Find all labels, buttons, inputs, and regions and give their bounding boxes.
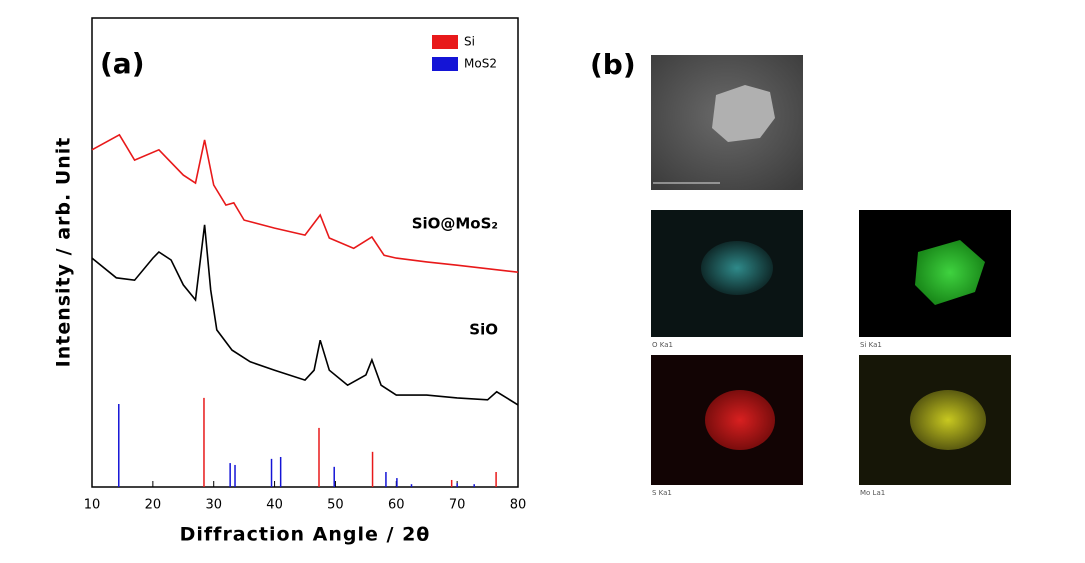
panel-label: (a) [100, 47, 145, 80]
x-tick-label: 20 [145, 498, 162, 513]
particle [712, 85, 775, 142]
panel-b: (b) O Ka1 Si Ka1 S Ka1 Mo La1 [590, 48, 1011, 497]
y-axis-label: Intensity / arb. Unit [53, 137, 75, 368]
legend-label: MoS2 [464, 57, 497, 71]
panel-label: (b) [590, 48, 636, 81]
x-tick-label: 50 [327, 498, 344, 513]
curve-label: SiO@MoS₂ [412, 215, 498, 233]
legend-swatch [432, 35, 458, 49]
x-tick-label: 70 [449, 498, 466, 513]
x-tick-label: 10 [84, 498, 101, 513]
map-blob [910, 390, 986, 450]
map-caption: Mo La1 [860, 489, 885, 497]
x-axis-label: Diffraction Angle / 2θ [180, 524, 431, 546]
curve [91, 133, 519, 273]
map-caption: S Ka1 [652, 489, 672, 497]
x-tick-label: 40 [266, 498, 283, 513]
plot-frame [91, 17, 519, 488]
panel-a: (a) Diffraction Angle / 2θ Intensity / a… [53, 17, 527, 546]
map-blob [701, 241, 773, 295]
curve-label: SiO [469, 320, 498, 338]
map-caption: Si Ka1 [860, 341, 882, 349]
curve [91, 224, 519, 406]
x-tick-label: 30 [205, 498, 222, 513]
map-caption: O Ka1 [652, 341, 673, 349]
x-tick-label: 60 [388, 498, 405, 513]
map-blob [705, 390, 775, 450]
x-tick-label: 80 [510, 498, 527, 513]
legend-label: Si [464, 35, 475, 49]
map-blob [915, 240, 985, 305]
legend-swatch [432, 57, 458, 71]
